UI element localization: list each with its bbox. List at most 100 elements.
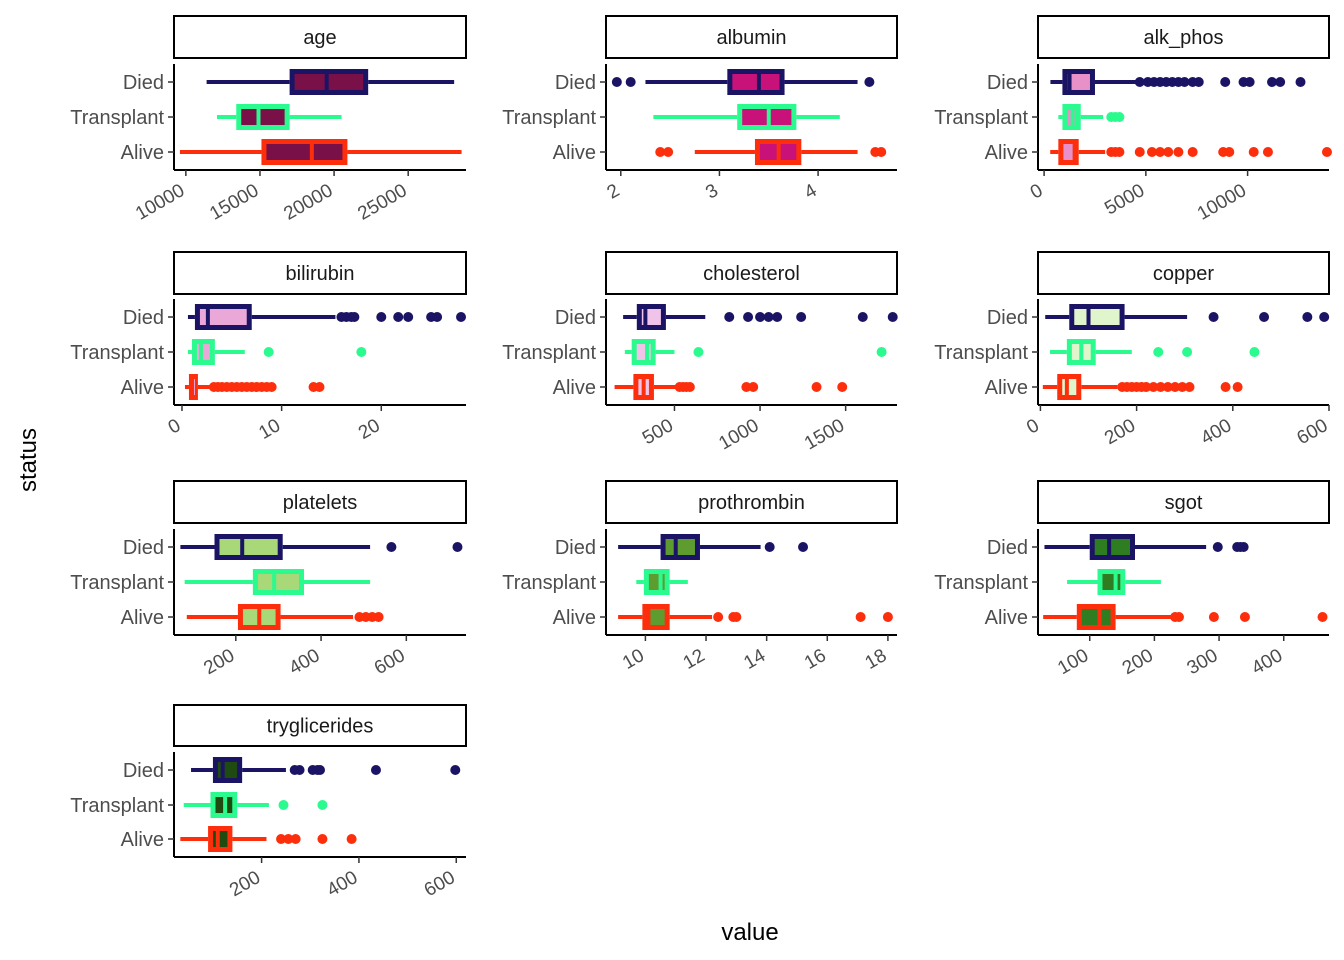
box-fill [1102,574,1121,590]
outlier-point [317,834,328,844]
outlier-point [1248,147,1259,157]
y-tick-label: Died [123,307,164,329]
outlier-point [393,312,404,322]
box-died [1050,69,1306,95]
box-transplant [184,569,371,595]
box-fill [196,344,210,360]
panel-title: tryglicerides [267,716,374,738]
panel-strip [1037,251,1330,295]
panel-cholesterol: cholesterol Died Transplant Alive 500 1000 150… [502,251,898,454]
outlier-point [349,312,360,322]
box-fill [1074,309,1120,325]
x-tick-label: 200 [1119,645,1157,679]
panel-strip [605,15,898,59]
box-died [623,304,898,330]
x-tick-label: 100 [1054,645,1092,679]
y-tick-label: Died [555,537,596,559]
outlier-point [376,312,387,322]
y-tick-label: Transplant [502,107,596,129]
y-tick-label: Transplant [934,107,1028,129]
x-tick-label: 1500 [801,415,848,454]
outlier-point [456,312,467,322]
box-fill [665,539,695,555]
panel-title: prothrombin [698,492,805,514]
outlier-point [315,765,325,775]
x-tick-label: 10 [619,645,648,674]
outlier-point [1134,77,1145,87]
y-tick-label: Transplant [70,107,164,129]
x-tick-label: 200 [226,867,264,901]
outlier-point [837,382,848,392]
x-tick-label: 2 [604,180,624,203]
outlier-point [1114,147,1125,157]
outlier-point [1155,147,1166,157]
x-tick-label: 600 [421,867,459,901]
outlier-point [876,147,887,157]
outlier-point [1262,147,1273,157]
outlier-point [684,382,695,392]
box-transplant [1067,569,1161,595]
outlier-point [1163,147,1174,157]
box-fill [732,74,780,90]
panel-age: age Died Transplant Alive 10000 15000 20000 250… [70,15,467,225]
x-tick-label: 600 [371,645,409,679]
box-alive [1042,374,1243,400]
x-tick-label: 18 [862,645,891,674]
outlier-point [432,312,443,322]
box-died [1044,534,1249,560]
x-tick-label: 600 [1294,415,1332,449]
panel-strip [173,15,467,59]
x-tick-label: 200 [1101,415,1139,449]
outlier-point [693,347,704,357]
panel-title: bilirubin [286,263,355,285]
box-transplant [216,104,342,130]
y-tick-label: Died [987,537,1028,559]
outlier-point [772,312,783,322]
y-tick-label: Alive [985,607,1028,629]
y-tick-label: Alive [553,607,596,629]
box-fill [257,574,300,590]
box-transplant [1058,104,1125,130]
outlier-point [625,77,636,87]
box-died [618,534,809,560]
box-fill [199,309,247,325]
outlier-point [386,542,397,552]
outlier-point [1321,147,1332,157]
y-tick-label: Transplant [70,795,164,817]
panel-strip [173,704,467,747]
outlier-point [1220,77,1231,87]
outlier-point [748,382,759,392]
outlier-point [1153,347,1164,357]
panel-tryglicerides: tryglicerides Died Transplant Alive 200 400 60… [70,704,467,901]
outlier-point [1187,147,1198,157]
x-tick-label: 12 [680,645,709,674]
outlier-point [1177,382,1188,392]
panel-strip [1037,15,1330,59]
box-fill [266,144,343,160]
outlier-point [314,382,325,392]
y-tick-label: Alive [121,829,164,851]
outlier-point [864,77,875,87]
panel-title: age [303,27,336,49]
y-tick-label: Died [123,72,164,94]
outlier-point [1224,147,1235,157]
panel-strip [605,251,898,295]
outlier-point [1302,312,1313,322]
x-axis-label: value [721,919,778,946]
x-tick-label: 4 [801,180,821,204]
box-alive [184,374,325,400]
outlier-point [356,347,367,357]
box-transplant [1050,339,1260,365]
outlier-point [370,765,381,775]
outlier-point [811,382,822,392]
outlier-point [1141,382,1152,392]
outlier-point [1162,382,1173,392]
outlier-point [1173,147,1184,157]
outlier-point [1173,612,1184,622]
outlier-point [1259,312,1270,322]
outlier-point [743,312,754,322]
box-alive [186,604,384,630]
panel-sgot: sgot Died Transplant Alive 100 200 300 400 [934,480,1330,679]
outlier-point [278,800,289,810]
